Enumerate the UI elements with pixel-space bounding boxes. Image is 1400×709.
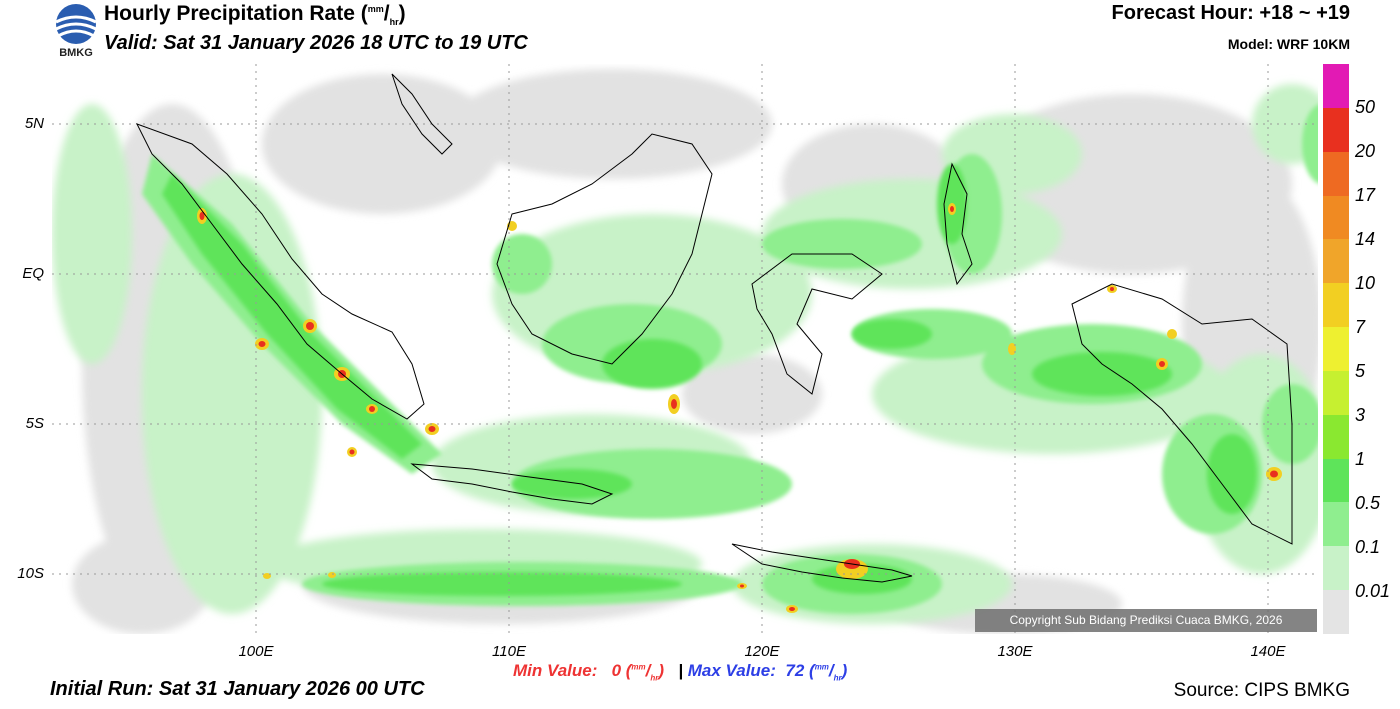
lat-label-10s: 10S xyxy=(17,565,44,582)
legend-label: 5 xyxy=(1355,361,1366,381)
legend-swatch xyxy=(1323,458,1349,503)
max-value: Max Value: 72 (mm/hr) xyxy=(687,661,848,683)
rain-area xyxy=(162,164,1257,596)
logo-text: BMKG xyxy=(59,47,93,59)
forecast-hour: Forecast Hour: +18 ~ +19 xyxy=(1111,2,1350,24)
lon-label-100e: 100E xyxy=(238,643,274,660)
legend-swatch xyxy=(1323,414,1349,460)
valid-time: Valid: Sat 31 January 2026 18 UTC to 19 … xyxy=(104,32,528,54)
min-value: Min Value: 0 (mm/hr) xyxy=(513,661,669,683)
legend-label: 1 xyxy=(1355,449,1366,469)
legend-label: 14 xyxy=(1355,229,1376,249)
legend-swatch xyxy=(1323,151,1349,197)
initial-run: Initial Run: Sat 31 January 2026 00 UTC xyxy=(50,678,425,700)
bmkg-logo-icon xyxy=(55,4,97,44)
legend-label: 0.1 xyxy=(1355,537,1381,557)
legend-label: 7 xyxy=(1355,317,1366,337)
lon-label-130e: 130E xyxy=(997,643,1033,660)
legend-label: 17 xyxy=(1355,185,1376,205)
legend-swatch xyxy=(1323,107,1349,153)
legend-swatch xyxy=(1323,546,1349,591)
color-legend xyxy=(1323,64,1349,635)
min-max-values: Min Value: 0 (mm/hr) | Max Value: 72 (mm… xyxy=(513,661,848,683)
legend-label: 10 xyxy=(1355,273,1376,293)
copyright-notice: Copyright Sub Bidang Prediksi Cuaca BMKG… xyxy=(975,609,1317,632)
lat-label-5n: 5N xyxy=(24,115,44,132)
lon-label-110e: 110E xyxy=(492,643,526,660)
model-name: Model: WRF 10KM xyxy=(1227,36,1350,52)
lat-label-5s: 5S xyxy=(25,415,44,432)
lon-label-140e: 140E xyxy=(1250,643,1286,660)
graticule xyxy=(52,64,1318,634)
legend-label: 0.01 xyxy=(1355,581,1391,601)
lon-label-120e: 120E xyxy=(744,643,780,660)
legend-label: 0.5 xyxy=(1355,493,1381,513)
lat-label-eq: EQ xyxy=(22,265,44,282)
legend-swatch xyxy=(1323,195,1349,240)
legend-swatch xyxy=(1323,502,1349,547)
legend-swatch xyxy=(1323,370,1349,416)
coastlines xyxy=(135,73,1293,583)
legend-label: 3 xyxy=(1355,405,1366,425)
legend-label: 50 xyxy=(1355,97,1376,117)
bmkg-logo: BMKG xyxy=(52,2,100,60)
legend-swatch xyxy=(1323,590,1349,635)
legend-swatch xyxy=(1323,283,1349,328)
chart-title: Hourly Precipitation Rate (mm/hr) xyxy=(104,2,406,28)
precipitation-map[interactable] xyxy=(52,64,1318,634)
source-credit: Source: CIPS BMKG xyxy=(1173,680,1350,701)
legend-swatch xyxy=(1323,64,1349,109)
legend-swatch xyxy=(1323,327,1349,372)
legend-swatch xyxy=(1323,239,1349,284)
legend-label: 20 xyxy=(1355,141,1376,161)
